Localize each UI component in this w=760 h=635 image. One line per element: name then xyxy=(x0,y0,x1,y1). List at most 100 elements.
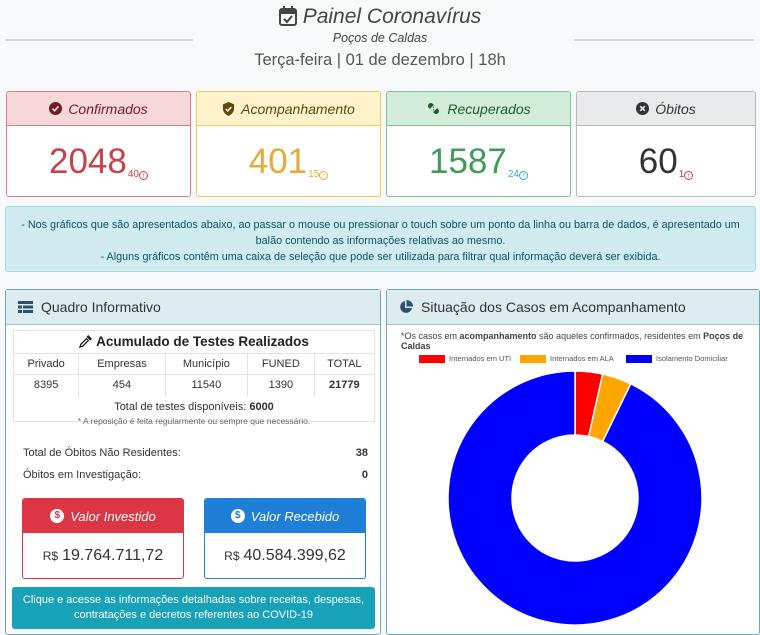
panel-situacao-casos: Situação dos Casos em Acompanhamento *Os… xyxy=(386,289,760,635)
tests-title: Acumulado de Testes Realizados xyxy=(14,331,374,353)
card-delta-value: 15 xyxy=(308,169,320,180)
amount: 40.584.399,62 xyxy=(243,547,346,564)
legend-item-ala[interactable]: Internados em ALA xyxy=(520,354,614,363)
tests-cell: 454 xyxy=(78,374,166,396)
card-valor-investido: $ Valor Investido R$ 19.764.711,72 xyxy=(22,498,184,579)
card-label: Valor Recebido xyxy=(250,508,340,524)
card-confirmados: Confirmados 2048 40 ↑ xyxy=(6,91,191,197)
arrow-up-circle-icon: ↑ xyxy=(139,171,148,180)
legend-item-domiciliar[interactable]: Isolamento Domiciliar xyxy=(626,354,728,363)
card-value: 401 xyxy=(248,142,308,181)
arrow-up-circle-icon: ↑ xyxy=(519,171,528,180)
card-label: Óbitos xyxy=(655,100,696,117)
legend-label: Internados em UTI xyxy=(449,354,512,363)
obitos-nao-residentes-row: Total de Óbitos Não Residentes: 38 xyxy=(23,447,368,459)
note-bold: Poços de Caldas xyxy=(401,331,744,351)
legend-label: Isolamento Domiciliar xyxy=(656,354,728,363)
card-valor-recebido: $ Valor Recebido R$ 40.584.399,62 xyxy=(204,498,366,579)
donut-chart xyxy=(447,370,703,626)
panel-header: Situação dos Casos em Acompanhamento xyxy=(387,290,759,325)
amount: 19.764.711,72 xyxy=(62,547,164,564)
card-delta-value: 40 xyxy=(127,169,139,180)
notice-line: - Nos gráficos que são apresentados abai… xyxy=(21,219,740,231)
tests-cell: 1390 xyxy=(247,374,315,396)
shield-check-icon xyxy=(222,101,235,116)
tests-cell: 8395 xyxy=(14,374,79,396)
note-bold: acompanhamento xyxy=(459,331,537,341)
tests-available-value: 6000 xyxy=(249,400,274,413)
info-notice: - Nos gráficos que são apresentados abai… xyxy=(5,206,756,272)
header-divider-right xyxy=(574,39,754,41)
tests-available: Total de testes disponíveis: 6000 xyxy=(14,396,374,413)
legend-label: Internados em ALA xyxy=(550,354,614,363)
card-header: $ Valor Recebido xyxy=(205,499,365,533)
card-delta-value: 24 xyxy=(507,169,519,180)
notice-line: - Alguns gráficos contêm uma caixa de se… xyxy=(100,251,661,263)
card-value: 1587 xyxy=(429,142,507,181)
tests-col-header: TOTAL xyxy=(313,353,374,375)
tests-col-header: Município xyxy=(164,353,248,375)
header-divider-left xyxy=(5,39,193,41)
card-delta: 1 ↑ xyxy=(679,169,694,180)
page-title-text: Painel Coronavírus xyxy=(302,5,482,28)
panel-title: Quadro Informativo xyxy=(41,299,161,315)
arrow-up-circle-icon: ↑ xyxy=(319,171,329,180)
legend-swatch xyxy=(626,354,652,363)
tests-note: * A reposição é feita regularmente ou se… xyxy=(77,415,311,426)
legend-item-uti[interactable]: Internados em UTI xyxy=(419,354,511,363)
legend-swatch xyxy=(419,354,445,363)
card-body: 2048 40 ↑ xyxy=(7,126,190,196)
card-acompanhamento: Acompanhamento 401 15 ↑ xyxy=(196,91,381,197)
legend-swatch xyxy=(520,354,546,363)
card-value: 60 xyxy=(638,142,678,181)
notice-line: balão contendo as informações relativas … xyxy=(255,235,506,247)
page-header: Painel Coronavírus Poços de Caldas Terça… xyxy=(0,0,760,80)
card-body: 1587 24 ↑ xyxy=(387,126,570,196)
card-header: Recuperados xyxy=(387,92,570,126)
cta-line: Clique e acesse as informações detalhada… xyxy=(22,594,365,606)
page-title: Painel Coronavírus xyxy=(0,5,760,29)
tests-header-row: Privado Empresas Município FUNED TOTAL xyxy=(14,353,374,375)
card-header: Confirmados xyxy=(7,92,190,126)
card-body: R$ 19.764.711,72 xyxy=(23,533,183,578)
card-body: 60 1 ↑ xyxy=(577,126,755,196)
obitos-investigacao-row: Óbitos em Investigação: 0 xyxy=(23,469,368,481)
bandage-icon xyxy=(426,101,441,116)
tests-value-row: 8395 454 11540 1390 21779 xyxy=(14,374,374,396)
tests-col-header: FUNED xyxy=(247,353,315,375)
tests-cell: 11540 xyxy=(164,374,248,396)
card-delta: 15 ↑ xyxy=(308,169,329,180)
card-body: 401 15 ↑ xyxy=(197,126,380,196)
check-circle-icon xyxy=(49,102,63,115)
transparency-link-button[interactable]: Clique e acesse as informações detalhada… xyxy=(12,587,375,629)
kv-label: Total de Óbitos Não Residentes: xyxy=(23,447,181,459)
tests-box: Acumulado de Testes Realizados Privado E… xyxy=(13,330,375,426)
card-header: Acompanhamento xyxy=(197,92,380,126)
dollar-circle-icon: $ xyxy=(230,509,245,523)
donut-slice-2[interactable] xyxy=(447,370,703,626)
panel-quadro-informativo: Quadro Informativo Acumulado de Testes R… xyxy=(5,289,381,635)
note-text: são aqueles confirmados, residentes em xyxy=(536,331,704,341)
card-label: Recuperados xyxy=(447,100,531,117)
tests-cell-total: 21779 xyxy=(313,374,374,396)
eyedropper-icon xyxy=(78,334,96,349)
card-value: 2048 xyxy=(49,142,127,181)
chart-note: *Os casos em acompanhamento são aqueles … xyxy=(401,331,759,351)
card-label: Confirmados xyxy=(68,100,148,117)
pie-chart-icon xyxy=(399,300,413,314)
cta-line: contratações e decretos referentes ao CO… xyxy=(73,609,314,621)
date-line: Terça-feira | 01 de dezembro | 18h xyxy=(254,51,506,69)
times-circle-icon xyxy=(636,102,650,115)
card-header: $ Valor Investido xyxy=(23,499,183,533)
tests-available-label: Total de testes disponíveis: xyxy=(114,400,247,413)
card-header: Óbitos xyxy=(577,92,755,126)
tests-table: Privado Empresas Município FUNED TOTAL 8… xyxy=(14,353,374,396)
table-icon xyxy=(18,301,33,313)
card-delta-value: 1 xyxy=(678,169,685,180)
tests-title-text: Acumulado de Testes Realizados xyxy=(96,334,309,349)
currency-symbol: R$ xyxy=(224,549,240,563)
kv-value: 0 xyxy=(361,469,368,481)
calendar-check-icon xyxy=(278,5,303,28)
page-subtitle: Poços de Caldas xyxy=(332,31,428,45)
card-label: Valor Investido xyxy=(70,508,156,524)
